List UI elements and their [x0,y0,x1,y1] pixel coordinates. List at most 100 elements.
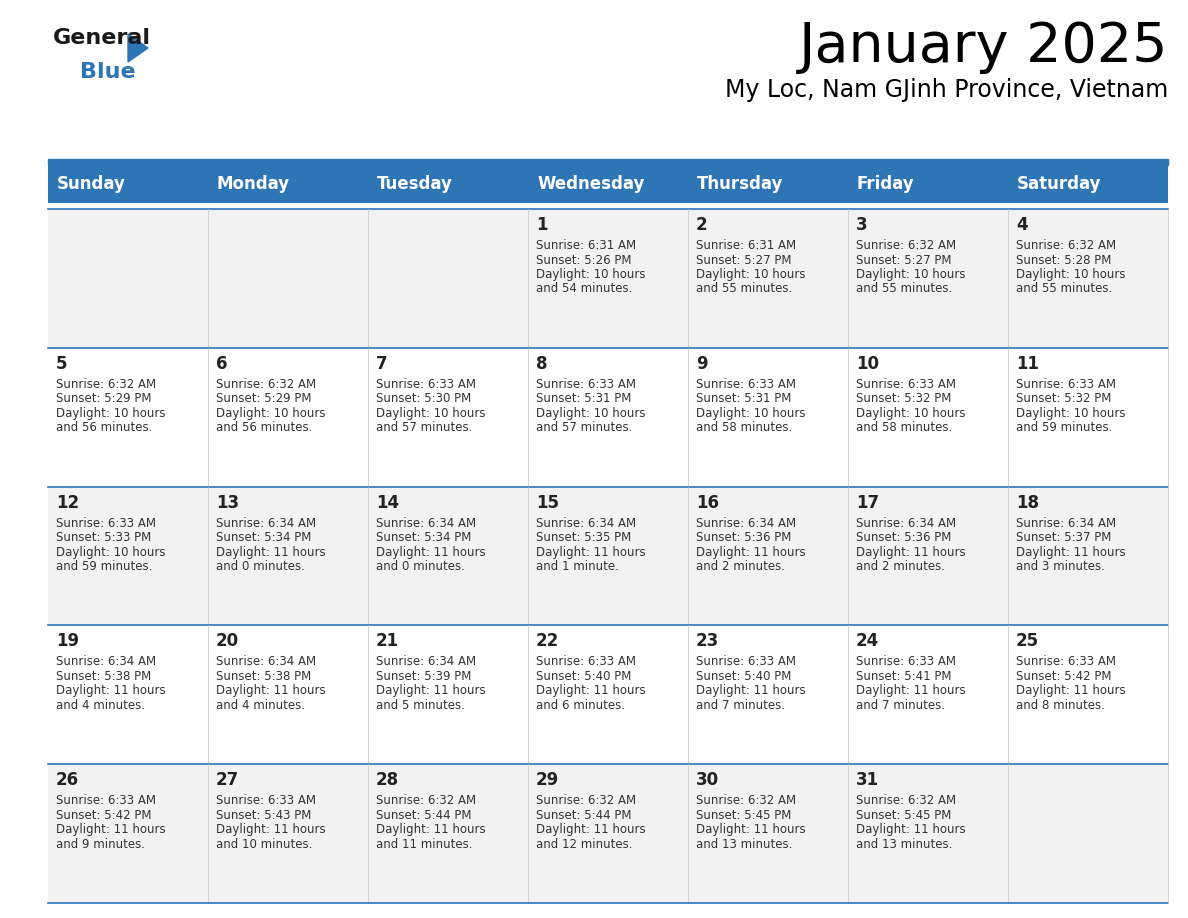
Text: Daylight: 11 hours: Daylight: 11 hours [536,823,645,836]
Text: Sunrise: 6:32 AM: Sunrise: 6:32 AM [536,794,636,807]
Text: 16: 16 [696,494,719,511]
Text: 1: 1 [536,216,548,234]
Text: Sunset: 5:44 PM: Sunset: 5:44 PM [536,809,632,822]
Text: Sunrise: 6:33 AM: Sunrise: 6:33 AM [857,378,956,391]
Text: Sunrise: 6:34 AM: Sunrise: 6:34 AM [1016,517,1116,530]
Text: 14: 14 [375,494,399,511]
Text: Daylight: 11 hours: Daylight: 11 hours [216,823,326,836]
Bar [848,165,1007,203]
Text: 25: 25 [1016,633,1040,650]
Text: Daylight: 11 hours: Daylight: 11 hours [56,685,165,698]
Bar [1007,165,1168,203]
Text: 10: 10 [857,354,879,373]
Text: Daylight: 11 hours: Daylight: 11 hours [216,545,326,558]
Text: Sunrise: 6:31 AM: Sunrise: 6:31 AM [696,239,796,252]
Text: Sunrise: 6:34 AM: Sunrise: 6:34 AM [216,655,316,668]
Text: 7: 7 [375,354,387,373]
Text: Sunrise: 6:31 AM: Sunrise: 6:31 AM [536,239,636,252]
Text: and 58 minutes.: and 58 minutes. [857,421,953,434]
Text: Daylight: 11 hours: Daylight: 11 hours [375,545,486,558]
Text: Sunset: 5:44 PM: Sunset: 5:44 PM [375,809,472,822]
Text: 17: 17 [857,494,879,511]
Text: Sunset: 5:42 PM: Sunset: 5:42 PM [1016,670,1112,683]
Text: 4: 4 [1016,216,1028,234]
Text: Daylight: 11 hours: Daylight: 11 hours [857,823,966,836]
Text: Sunrise: 6:32 AM: Sunrise: 6:32 AM [696,794,796,807]
Text: Daylight: 11 hours: Daylight: 11 hours [375,685,486,698]
Text: and 7 minutes.: and 7 minutes. [696,699,785,711]
Bar [48,764,1168,903]
Text: Sunrise: 6:32 AM: Sunrise: 6:32 AM [857,239,956,252]
Text: Blue: Blue [80,62,135,82]
Text: Sunset: 5:42 PM: Sunset: 5:42 PM [56,809,152,822]
Text: and 4 minutes.: and 4 minutes. [56,699,145,711]
Text: 20: 20 [216,633,239,650]
Text: 27: 27 [216,771,239,789]
Text: and 1 minute.: and 1 minute. [536,560,619,573]
Bar [688,165,848,203]
Text: Friday: Friday [857,175,915,193]
Text: Daylight: 11 hours: Daylight: 11 hours [536,545,645,558]
Text: 28: 28 [375,771,399,789]
Bar [48,487,1168,625]
Text: Daylight: 10 hours: Daylight: 10 hours [56,545,165,558]
Text: Saturday: Saturday [1017,175,1101,193]
Text: 31: 31 [857,771,879,789]
Text: and 9 minutes.: and 9 minutes. [56,838,145,851]
Text: Daylight: 11 hours: Daylight: 11 hours [216,685,326,698]
Text: and 6 minutes.: and 6 minutes. [536,699,625,711]
Text: and 13 minutes.: and 13 minutes. [696,838,792,851]
Text: and 55 minutes.: and 55 minutes. [857,283,953,296]
Text: Daylight: 11 hours: Daylight: 11 hours [375,823,486,836]
Text: January 2025: January 2025 [798,20,1168,74]
Text: Daylight: 11 hours: Daylight: 11 hours [1016,685,1125,698]
Text: Sunset: 5:36 PM: Sunset: 5:36 PM [857,532,952,544]
Text: Sunrise: 6:33 AM: Sunrise: 6:33 AM [1016,378,1116,391]
Text: Sunset: 5:45 PM: Sunset: 5:45 PM [696,809,791,822]
Text: Tuesday: Tuesday [377,175,453,193]
Text: 9: 9 [696,354,708,373]
Text: and 55 minutes.: and 55 minutes. [1016,283,1112,296]
Text: 22: 22 [536,633,560,650]
Text: Daylight: 10 hours: Daylight: 10 hours [696,268,805,281]
Text: Daylight: 10 hours: Daylight: 10 hours [696,407,805,420]
Text: Daylight: 11 hours: Daylight: 11 hours [536,685,645,698]
Text: and 2 minutes.: and 2 minutes. [696,560,785,573]
Text: Daylight: 10 hours: Daylight: 10 hours [1016,268,1125,281]
Text: Sunset: 5:28 PM: Sunset: 5:28 PM [1016,253,1112,266]
Text: 29: 29 [536,771,560,789]
Text: Sunset: 5:40 PM: Sunset: 5:40 PM [696,670,791,683]
Text: Sunset: 5:37 PM: Sunset: 5:37 PM [1016,532,1112,544]
Text: Sunset: 5:36 PM: Sunset: 5:36 PM [696,532,791,544]
Text: Daylight: 10 hours: Daylight: 10 hours [857,268,966,281]
Text: Sunset: 5:38 PM: Sunset: 5:38 PM [56,670,151,683]
Text: and 0 minutes.: and 0 minutes. [375,560,465,573]
Text: 12: 12 [56,494,80,511]
Text: Sunrise: 6:32 AM: Sunrise: 6:32 AM [56,378,156,391]
Text: and 56 minutes.: and 56 minutes. [56,421,152,434]
Text: Sunrise: 6:34 AM: Sunrise: 6:34 AM [216,517,316,530]
Text: 8: 8 [536,354,548,373]
Text: and 8 minutes.: and 8 minutes. [1016,699,1105,711]
Text: Daylight: 10 hours: Daylight: 10 hours [536,407,645,420]
Text: 13: 13 [216,494,239,511]
Text: and 3 minutes.: and 3 minutes. [1016,560,1105,573]
Text: and 5 minutes.: and 5 minutes. [375,699,465,711]
Text: Sunrise: 6:33 AM: Sunrise: 6:33 AM [696,655,796,668]
Text: Sunrise: 6:32 AM: Sunrise: 6:32 AM [857,794,956,807]
Text: Sunset: 5:43 PM: Sunset: 5:43 PM [216,809,311,822]
Text: 5: 5 [56,354,68,373]
Text: and 56 minutes.: and 56 minutes. [216,421,312,434]
Text: Sunrise: 6:33 AM: Sunrise: 6:33 AM [216,794,316,807]
Text: 26: 26 [56,771,80,789]
Text: and 0 minutes.: and 0 minutes. [216,560,305,573]
Text: and 59 minutes.: and 59 minutes. [56,560,152,573]
Text: 6: 6 [216,354,227,373]
Text: Daylight: 10 hours: Daylight: 10 hours [216,407,326,420]
Text: and 55 minutes.: and 55 minutes. [696,283,792,296]
Text: Sunrise: 6:33 AM: Sunrise: 6:33 AM [536,655,636,668]
Text: and 2 minutes.: and 2 minutes. [857,560,944,573]
Text: Daylight: 10 hours: Daylight: 10 hours [56,407,165,420]
Bar [368,165,527,203]
Text: Sunrise: 6:34 AM: Sunrise: 6:34 AM [696,517,796,530]
